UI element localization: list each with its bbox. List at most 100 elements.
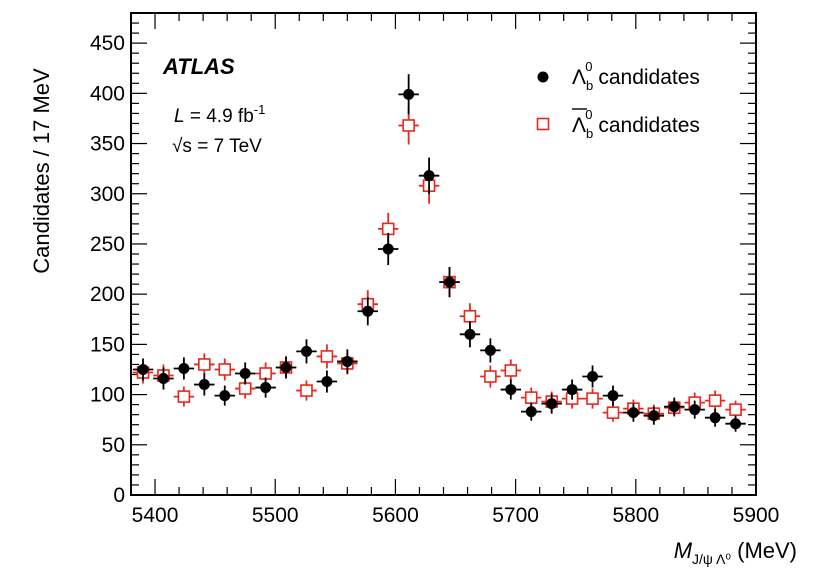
anti-lambda-b-point <box>480 365 501 388</box>
lambda-b-point <box>194 373 215 396</box>
marker-filled-circle <box>198 379 210 391</box>
marker-open-square <box>218 363 232 376</box>
x-axis-label-unit: (MeV) <box>731 538 797 563</box>
marker-filled-circle <box>668 401 680 413</box>
x-tick-label: 5800 <box>612 504 659 527</box>
lambda-b-point <box>459 321 481 348</box>
lambda-b-point <box>643 406 665 425</box>
y-axis-label: Candidates / 17 MeV <box>29 68 54 274</box>
lambda-b-point <box>153 367 174 390</box>
legend: Λb 0 candidates Λb 0 candidates <box>536 59 700 141</box>
legend-marker-anti-lambda-b <box>536 117 550 131</box>
y-tick-label: 150 <box>90 333 125 356</box>
marker-filled-circle <box>546 398 558 410</box>
x-tick-label: 5700 <box>492 504 539 527</box>
lambda-b-point <box>214 385 235 406</box>
marker-open-square <box>708 394 722 407</box>
marker-open-square <box>381 222 395 236</box>
marker-filled-circle <box>239 367 251 379</box>
lambda-b-point <box>234 362 256 385</box>
marker-filled-circle <box>382 243 394 255</box>
marker-filled-circle <box>280 361 292 373</box>
lambda-b-point <box>316 370 338 393</box>
x-axis-label-subscript: J/ψ Λ⁰ <box>692 551 731 567</box>
lambda-b-point <box>357 297 378 326</box>
lambda-b-point <box>623 403 644 422</box>
legend-entry-lambda-b: Λb 0 candidates <box>572 59 700 93</box>
y-tick-label: 400 <box>90 82 125 105</box>
marker-open-square <box>238 382 252 395</box>
legend-entry-lambda-b-sup: 0 <box>585 59 592 74</box>
marker-filled-circle <box>587 371 599 383</box>
marker-filled-circle <box>464 328 476 340</box>
legend-entry-anti-lambda-b: Λb 0 candidates <box>572 107 700 141</box>
marker-filled-circle <box>648 410 660 422</box>
marker-filled-circle <box>689 404 701 416</box>
y-tick-label: 100 <box>90 384 125 407</box>
marker-filled-circle <box>321 376 333 388</box>
lambda-b-point <box>582 365 603 388</box>
marker-filled-circle <box>505 384 517 396</box>
marker-open-square <box>320 350 334 363</box>
marker-filled-circle <box>300 345 312 357</box>
y-tick-label: 350 <box>90 133 125 156</box>
lambda-b-point <box>480 338 501 363</box>
marker-filled-circle <box>423 170 435 182</box>
lambda-b-point <box>275 356 297 379</box>
legend-entry-lambda-b-text: candidates <box>593 66 700 89</box>
marker-open-square <box>524 391 538 404</box>
anti-lambda-b-point <box>602 403 624 422</box>
legend-marker-lambda-b <box>537 71 549 83</box>
lambda-b-point <box>132 358 154 381</box>
luminosity-symbol: L <box>174 106 185 127</box>
marker-filled-circle <box>362 305 374 317</box>
y-tick-label: 50 <box>102 434 125 457</box>
x-axis-label-symbol: M <box>674 538 693 563</box>
lambda-b-point <box>439 267 460 298</box>
energy-symbol: √s <box>172 136 192 157</box>
x-axis-label: MJ/ψ Λ⁰ (MeV) <box>674 538 797 567</box>
marker-open-square <box>300 384 313 397</box>
legend-entry-anti-lambda-b-sup: 0 <box>585 107 592 122</box>
lambda-b-point <box>684 400 705 419</box>
marker-filled-circle <box>157 373 169 385</box>
marker-open-square <box>484 370 497 383</box>
anti-lambda-b-point <box>296 380 317 401</box>
anti-lambda-b-point <box>582 388 603 409</box>
x-tick-label: 5400 <box>132 504 179 527</box>
lambda-b-point <box>173 357 195 380</box>
lambda-b-point <box>418 157 440 194</box>
marker-filled-circle <box>260 382 272 394</box>
energy-label: √s = 7 TeV <box>172 136 262 157</box>
marker-filled-circle <box>219 390 231 402</box>
lambda-b-point <box>377 232 399 266</box>
marker-open-square <box>402 119 415 132</box>
marker-filled-circle <box>484 344 496 356</box>
marker-open-square <box>504 364 518 377</box>
lambda-b-point <box>296 339 317 364</box>
legend-entry-lambda-b-sub: b <box>586 78 593 93</box>
plot-frame <box>130 12 757 496</box>
marker-open-square <box>259 367 272 380</box>
anti-lambda-b-point <box>214 358 235 381</box>
y-tick-label: 250 <box>90 233 125 256</box>
anti-lambda-b-point <box>704 390 726 411</box>
marker-filled-circle <box>627 407 639 419</box>
marker-open-square <box>198 358 211 371</box>
marker-filled-circle <box>566 384 578 396</box>
marker-filled-circle <box>444 276 456 288</box>
y-tick-label: 0 <box>113 484 125 507</box>
lambda-b-point <box>602 385 624 406</box>
legend-entry-lambda-b-base: Λ <box>572 66 586 89</box>
lambda-b-point <box>255 377 276 398</box>
lambda-b-point <box>664 397 685 416</box>
marker-filled-circle <box>709 412 721 424</box>
marker-filled-circle <box>341 355 353 367</box>
experiment-label: ATLAS <box>162 54 235 79</box>
lambda-b-point <box>521 402 542 421</box>
legend-entry-anti-lambda-b-sub: b <box>586 126 593 141</box>
y-tick-label: 450 <box>90 32 125 55</box>
x-tick-label: 5600 <box>372 504 419 527</box>
marker-open-square <box>177 390 191 403</box>
